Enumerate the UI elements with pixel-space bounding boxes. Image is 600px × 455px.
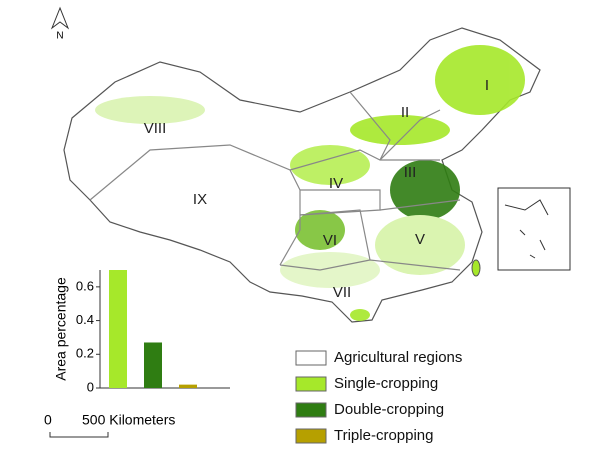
scale-end: 500 Kilometers: [82, 412, 175, 428]
bar: [179, 384, 197, 388]
region-boundaries: [89, 91, 461, 271]
north-arrow: [50, 6, 70, 30]
region-label: IX: [193, 191, 207, 208]
y-tick-label: 0: [87, 379, 94, 394]
inset-frame: [497, 187, 571, 271]
legend-swatch: [295, 350, 327, 366]
y-tick-label: 0.4: [76, 312, 94, 327]
bar: [144, 342, 162, 388]
north-label: N: [56, 31, 63, 42]
y-tick-label: 0.6: [76, 278, 94, 293]
scale-bar: [49, 432, 109, 438]
legend-swatch: [295, 376, 327, 392]
region-label: VI: [323, 232, 337, 249]
legend-swatch: [295, 402, 327, 418]
region-label: I: [485, 77, 489, 94]
legend-swatch: [295, 428, 327, 444]
scale-start: 0: [44, 412, 52, 428]
legend-label: Double-cropping: [334, 401, 444, 418]
legend: Agricultural regions Single-cropping Doubl…: [295, 349, 462, 444]
legend-label: Agricultural regions: [334, 349, 462, 366]
region-label: VIII: [144, 120, 167, 137]
region-label: VII: [333, 284, 351, 301]
y-axis-label: Area percentage: [53, 277, 69, 381]
inset-islands: [504, 199, 549, 259]
inset-chart: 0 0.2 0.4 0.6 Area percentage: [53, 270, 230, 394]
bar: [109, 270, 127, 388]
region-label: IV: [329, 175, 343, 192]
cropland-patches: [95, 45, 525, 321]
taiwan: [471, 259, 481, 277]
legend-label: Single-cropping: [334, 375, 438, 392]
legend-label: Triple-cropping: [334, 427, 434, 444]
region-label: II: [401, 104, 409, 121]
y-tick-label: 0.2: [76, 346, 94, 361]
region-label: III: [404, 164, 417, 181]
region-label: V: [415, 231, 425, 248]
